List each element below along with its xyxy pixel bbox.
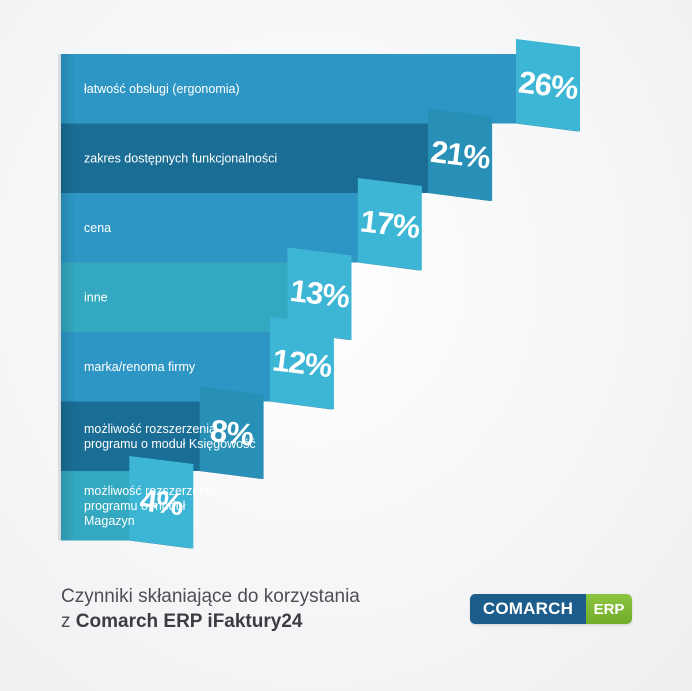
bar-row: 13% inne bbox=[61, 247, 352, 340]
value-tag bbox=[129, 456, 194, 549]
caption-product-name: Comarch ERP iFaktury24 bbox=[75, 611, 303, 632]
bar-row: 12% marka/renoma firmy bbox=[61, 317, 334, 410]
bar-edge-shade bbox=[61, 54, 75, 124]
category-label-line: inne bbox=[84, 290, 108, 304]
category-label-line: cena bbox=[84, 221, 111, 235]
category-label-line: programu o moduł Księgowość bbox=[84, 437, 256, 451]
bar-edge-shade bbox=[61, 332, 75, 402]
value-tag bbox=[428, 108, 493, 201]
caption-line-2-prefix: z bbox=[61, 611, 76, 632]
chart-left-edge bbox=[58, 54, 61, 541]
bar-row: 8%możliwość rozszerzenia programu o moduł… bbox=[61, 386, 264, 479]
bar-edge-shade bbox=[61, 193, 75, 263]
bar-edge-shade bbox=[61, 401, 75, 471]
logo-erp-badge: ERP bbox=[586, 594, 632, 624]
caption-line-1: Czynniki skłaniające do korzystania bbox=[61, 586, 360, 607]
category-label: marka/renoma firmy bbox=[84, 360, 196, 374]
category-label-line: programu o moduł bbox=[84, 499, 186, 513]
bar bbox=[61, 332, 272, 402]
value-tag bbox=[357, 178, 422, 271]
value-tag bbox=[516, 39, 580, 132]
data-label: 17% bbox=[358, 203, 421, 245]
category-label: inne bbox=[84, 290, 108, 304]
data-label: 8% bbox=[208, 413, 255, 453]
bar-edge-shade bbox=[61, 123, 75, 193]
data-label: 21% bbox=[429, 134, 492, 176]
category-label-line: możliwość rozszerzenia bbox=[84, 422, 216, 436]
category-label: możliwość rozszerzenia programu o moduł K… bbox=[84, 422, 256, 451]
data-label: 4% bbox=[138, 482, 185, 522]
category-label-line: łatwość obsługi (ergonomia) bbox=[84, 82, 240, 96]
category-label-line: Magazyn bbox=[84, 514, 135, 528]
category-label-line: marka/renoma firmy bbox=[84, 360, 196, 374]
value-tag bbox=[199, 386, 264, 479]
data-label: 12% bbox=[271, 342, 334, 384]
bar bbox=[61, 262, 290, 332]
bars-group: 26% łatwość obsługi (ergonomia) 21% zakres … bbox=[58, 39, 580, 549]
bar-row: 4%możliwość rozszerzenia programu o moduł… bbox=[61, 456, 216, 549]
category-label: zakres dostępnych funkcjonalności bbox=[84, 151, 277, 165]
category-label: łatwość obsługi (ergonomia) bbox=[84, 82, 240, 96]
category-label-line: zakres dostępnych funkcjonalności bbox=[84, 151, 277, 165]
value-tag bbox=[269, 317, 334, 410]
data-label: 26% bbox=[517, 64, 580, 106]
data-label: 13% bbox=[288, 273, 351, 315]
value-tag bbox=[287, 247, 352, 340]
category-label-line: możliwość rozszerzenia bbox=[84, 484, 216, 498]
category-label: cena bbox=[84, 221, 111, 235]
chart-caption: Czynniki skłaniające do korzystania z Co… bbox=[61, 584, 360, 634]
caption-line-2: z Comarch ERP iFaktury24 bbox=[61, 609, 360, 634]
bar-row: 26% łatwość obsługi (ergonomia) bbox=[61, 39, 580, 132]
bar-edge-shade bbox=[61, 262, 75, 332]
category-label: możliwość rozszerzenia programu o moduł Ma… bbox=[84, 484, 216, 528]
comarch-erp-logo: COMARCH ERP bbox=[470, 594, 632, 624]
logo-comarch-text: COMARCH bbox=[470, 594, 586, 624]
bar-edge-shade bbox=[61, 471, 75, 541]
bar-chart: 26% łatwość obsługi (ergonomia) 21% zakres … bbox=[58, 39, 580, 549]
